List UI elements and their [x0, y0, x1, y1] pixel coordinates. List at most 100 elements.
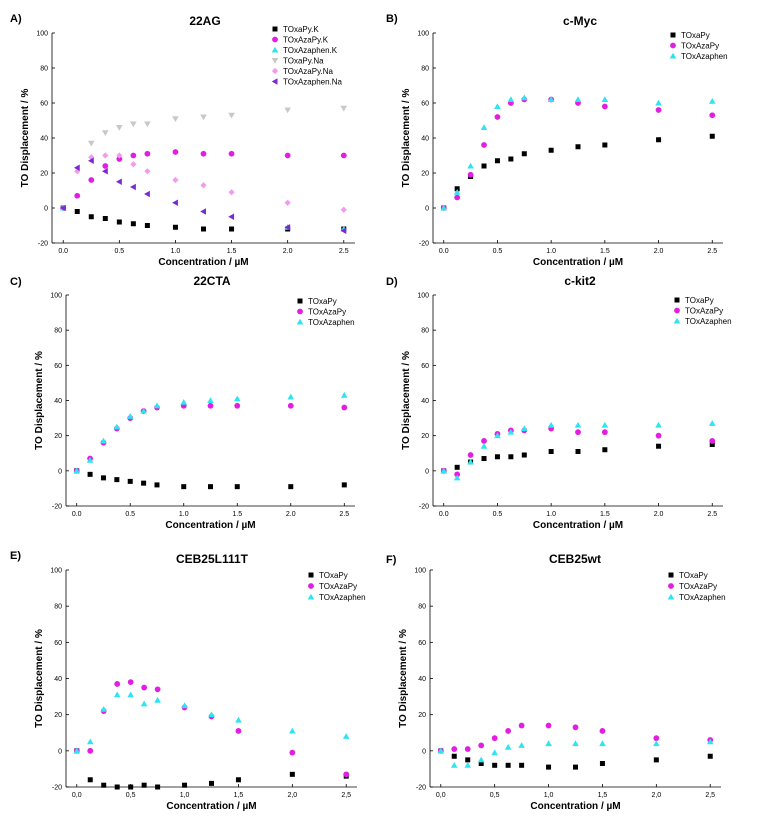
- y-tick-label: 0: [422, 748, 426, 755]
- y-tick-label: 80: [421, 328, 429, 335]
- series-TOxAzaphen: [440, 420, 716, 481]
- data-point: [494, 432, 501, 439]
- data-point: [127, 679, 134, 686]
- y-tick-label: 60: [421, 363, 429, 370]
- data-point: [127, 478, 133, 484]
- data-point: [494, 158, 500, 164]
- data-point: [200, 114, 207, 121]
- data-point: [494, 114, 501, 120]
- x-tick-label: 0.0: [58, 248, 68, 255]
- series-TOxAzaPy: [73, 402, 348, 474]
- legend-marker: [271, 67, 279, 75]
- data-point: [467, 162, 474, 169]
- data-point: [235, 728, 242, 734]
- chart-title: c-Myc: [563, 14, 597, 28]
- y-axis-title: TO Displacement / %: [34, 351, 45, 450]
- y-tick-label: 40: [421, 136, 429, 143]
- data-point: [706, 738, 714, 745]
- data-point: [547, 421, 555, 428]
- chart-title: 22AG: [189, 14, 220, 28]
- data-point: [228, 150, 235, 157]
- data-point: [575, 144, 581, 150]
- data-point: [572, 724, 579, 731]
- x-axis-title: Concentration / µM: [158, 257, 248, 268]
- data-point: [102, 163, 109, 169]
- data-point: [284, 107, 291, 114]
- x-axis-title: Concentration / µM: [165, 520, 255, 531]
- y-axis-title: TO Displacement / %: [401, 89, 412, 188]
- data-point: [494, 103, 501, 109]
- data-point: [153, 402, 161, 409]
- legend-label: TOxAzaPy: [681, 42, 719, 51]
- series-TOxAzaphen: [440, 94, 716, 211]
- data-point: [440, 467, 448, 474]
- data-point: [340, 105, 348, 112]
- y-tick-label: 20: [421, 171, 429, 178]
- data-point: [113, 423, 121, 430]
- legend-label: TOxAzaphen: [681, 52, 728, 61]
- panel-label: F): [386, 554, 397, 566]
- data-point: [86, 456, 94, 463]
- y-tick-label: -20: [52, 504, 62, 511]
- data-point: [478, 760, 484, 766]
- data-point: [234, 484, 240, 490]
- data-point: [102, 152, 109, 159]
- data-point: [144, 190, 150, 198]
- data-point: [340, 391, 348, 398]
- x-tick-label: 2.0: [283, 248, 293, 255]
- x-tick-label: 0,0: [72, 792, 82, 799]
- y-tick-label: 100: [417, 293, 429, 300]
- x-tick-label: 0.0: [439, 248, 449, 255]
- data-point: [573, 764, 578, 770]
- data-point: [201, 226, 206, 232]
- data-point: [709, 438, 716, 444]
- data-point: [130, 161, 137, 168]
- chart-title: CEB25L111T: [176, 552, 249, 566]
- x-tick-label: 0.5: [493, 511, 503, 518]
- y-tick-label: 60: [418, 640, 426, 647]
- x-tick-label: 0,5: [490, 792, 500, 799]
- data-point: [102, 216, 108, 221]
- x-axis-title: Concentration / µM: [533, 257, 623, 268]
- x-tick-label: 0.0: [72, 511, 82, 518]
- data-point: [144, 150, 151, 157]
- legend-label: TOxAzaPy.K: [283, 36, 329, 45]
- data-point: [140, 407, 147, 414]
- y-axis-title: TO Displacement / %: [34, 629, 45, 728]
- chart-title: CEB25wt: [549, 552, 601, 566]
- legend-marker: [668, 572, 674, 578]
- y-tick-label: 60: [54, 363, 62, 370]
- y-tick-label: 20: [421, 433, 429, 440]
- x-tick-label: 2.0: [286, 511, 296, 518]
- y-tick-label: 100: [50, 293, 62, 300]
- data-point: [234, 402, 241, 409]
- data-point: [467, 171, 474, 178]
- data-point: [100, 475, 106, 481]
- data-point: [575, 448, 581, 454]
- panel-label: E): [10, 550, 21, 562]
- data-point: [229, 226, 235, 232]
- data-point: [116, 156, 123, 162]
- data-point: [87, 471, 93, 477]
- data-point: [504, 743, 512, 750]
- y-tick-label: 80: [40, 66, 48, 73]
- data-point: [340, 227, 347, 235]
- data-point: [709, 112, 716, 119]
- data-point: [520, 94, 528, 101]
- legend-label: TOxaPy: [319, 571, 348, 580]
- data-point: [172, 199, 178, 207]
- y-tick-label: 100: [50, 568, 62, 575]
- data-point: [341, 482, 347, 488]
- data-point: [440, 204, 448, 211]
- data-point: [144, 168, 151, 175]
- data-point: [180, 398, 188, 405]
- y-tick-label: 0: [425, 468, 429, 475]
- y-tick-label: 80: [54, 328, 62, 335]
- y-tick-label: 100: [414, 568, 426, 575]
- data-point: [235, 716, 242, 723]
- data-point: [130, 221, 136, 227]
- data-point: [653, 757, 659, 763]
- x-tick-label: 0,5: [126, 792, 136, 799]
